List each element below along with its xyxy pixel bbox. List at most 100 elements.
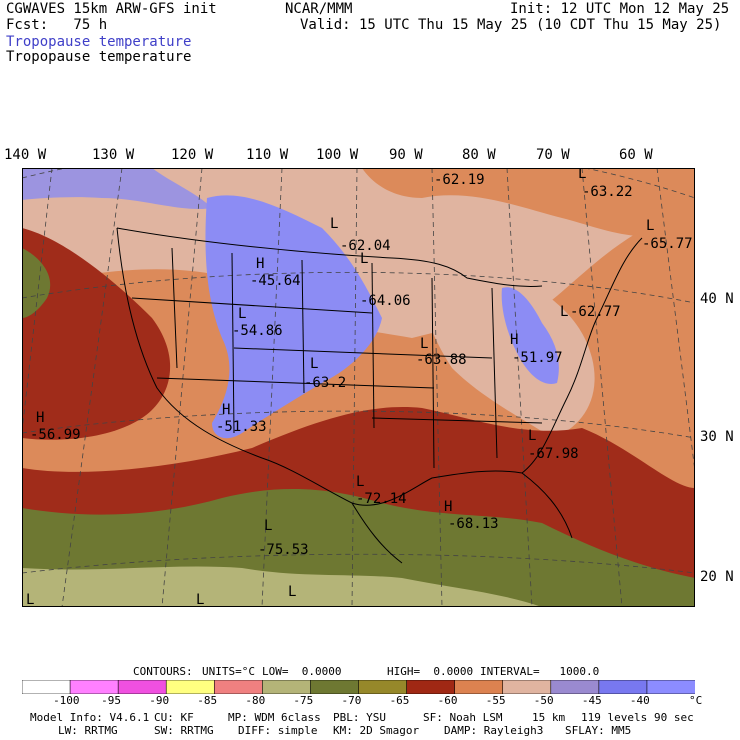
cumulus-scheme: CU: KF	[154, 711, 194, 724]
grid-spacing: 15 km	[532, 711, 566, 724]
longwave-scheme: LW: RRTMG	[58, 724, 118, 737]
tropopause-temperature-map: H -45.64 L -54.86 L -63.2 H -51.33 H -56…	[22, 168, 695, 607]
lon-label: 110 W	[246, 147, 289, 163]
surface-scheme: SF: Noah LSM	[423, 711, 503, 724]
legend-tick-label: -45	[581, 694, 602, 707]
extremum-value: -51.33	[216, 419, 267, 435]
legend-swatch	[262, 680, 312, 694]
extremum-kind: L	[264, 518, 272, 534]
lat-label: 40 N	[700, 291, 734, 307]
pbl-scheme: PBL: YSU	[333, 711, 386, 724]
fill-red-west	[22, 228, 171, 440]
legend-tick-label: -50	[533, 694, 554, 707]
init-time: Init: 12 UTC Mon 12 May 25	[510, 1, 730, 17]
extremum-value: -51.97	[512, 350, 563, 366]
legend-tick-label: -80	[245, 694, 266, 707]
lon-label: 60 W	[619, 147, 653, 163]
legend-tick-label: -75	[293, 694, 314, 707]
lon-label: 130 W	[92, 147, 135, 163]
fill-pink-east	[412, 255, 595, 438]
extremum-kind: L	[420, 336, 428, 352]
legend-labels: -100 -95 -90 -85 -80 -75 -70 -65 -60 -55 -50 -45 -40…	[22, 695, 722, 709]
extremum-value: -64.06	[360, 293, 411, 309]
legend-swatch	[502, 680, 552, 694]
extremum-value: -54.86	[232, 323, 283, 339]
extremum-kind: L	[196, 592, 204, 607]
lon-label: 70 W	[536, 147, 570, 163]
legend-swatch	[213, 680, 264, 694]
extremum-kind: L	[560, 304, 568, 320]
legend-swatch	[117, 680, 168, 694]
extremum-kind: L	[288, 584, 296, 600]
extremum-value: -62.04	[340, 238, 391, 254]
country-state-boundaries	[116, 227, 643, 564]
fill-purple-northwest	[22, 168, 212, 210]
extrema-labels: H -45.64 L -54.86 L -63.2 H -51.33 H -56…	[26, 168, 693, 607]
km-option: KM: 2D Smagor	[333, 724, 420, 737]
lat-label: 20 N	[700, 569, 734, 585]
extremum-kind: H	[444, 499, 452, 515]
lat-label: 30 N	[700, 429, 734, 445]
fill-blue-east	[501, 287, 559, 384]
extremum-kind: H	[222, 402, 230, 418]
extremum-value: -67.98	[528, 446, 579, 462]
legend-tick-label: -65	[389, 694, 410, 707]
legend-unit: °C	[689, 694, 703, 707]
forecast-hour: Fcst: 75 h	[6, 17, 108, 33]
diffusion-option: DIFF: simple	[238, 724, 318, 737]
legend-swatch	[310, 680, 360, 694]
extremum-value: -72.14	[356, 491, 407, 507]
legend-tick-label: -60	[437, 694, 458, 707]
extremum-value: -68.13	[448, 516, 499, 532]
interval-label: INTERVAL= 1000.0	[480, 665, 600, 678]
extremum-value: -56.99	[30, 427, 81, 443]
legend-swatch	[550, 680, 600, 694]
legend-swatch	[22, 680, 71, 694]
extremum-kind: L	[360, 251, 368, 267]
legend-tick-label: -55	[485, 694, 506, 707]
fill-blue-tongue	[205, 195, 382, 439]
time-step: 90 sec	[654, 711, 694, 724]
extremum-kind: L	[238, 306, 246, 322]
extremum-kind: L	[528, 428, 536, 444]
microphysics-scheme: MP: WDM 6class	[228, 711, 321, 724]
contour-field-title: Tropopause temperature	[6, 49, 192, 65]
legend-swatch	[358, 680, 408, 694]
legend-swatch	[165, 680, 216, 694]
legend-swatch	[69, 680, 119, 694]
extremum-kind: L	[356, 474, 364, 490]
extremum-value: -62.19	[434, 172, 485, 188]
legend-swatch	[598, 680, 648, 694]
legend-tick-label: -85	[197, 694, 218, 707]
legend-tick-label: -100	[53, 694, 80, 707]
map-frame	[22, 168, 695, 607]
extremum-kind: L	[26, 592, 34, 607]
legend-tick-label: -70	[341, 694, 362, 707]
legend-swatch	[454, 680, 504, 694]
extremum-value: -45.64	[250, 273, 301, 289]
graticule	[22, 168, 695, 607]
legend-swatch	[646, 680, 695, 694]
surface-layer-option: SFLAY: MM5	[565, 724, 632, 737]
damping-option: DAMP: Rayleigh3	[444, 724, 544, 737]
fill-olive-west	[22, 248, 51, 318]
extremum-value: -62.77	[570, 304, 621, 320]
extremum-kind: L	[578, 168, 586, 182]
organization: NCAR/MMM	[285, 1, 353, 17]
low-label: LOW= 0.0000	[262, 665, 342, 678]
extremum-value: -63.22	[582, 184, 633, 200]
fill-orange-north	[362, 168, 695, 237]
extremum-kind: H	[510, 332, 518, 348]
extremum-kind: H	[36, 410, 44, 426]
extremum-kind: H	[256, 256, 264, 272]
shaded-field-title: Tropopause temperature	[6, 34, 192, 50]
legend-tick-label: -95	[101, 694, 122, 707]
extremum-kind: L	[646, 218, 654, 234]
extremum-value: -63.2	[304, 375, 346, 391]
units-label: UNITS=°C	[202, 665, 255, 678]
model-title: CGWAVES 15km ARW-GFS init	[6, 1, 217, 17]
lon-label: 90 W	[389, 147, 423, 163]
valid-time: Valid: 15 UTC Thu 15 May 25 (10 CDT Thu …	[300, 17, 722, 33]
legend-swatch	[406, 680, 456, 694]
extremum-value: -65.77	[642, 236, 693, 252]
